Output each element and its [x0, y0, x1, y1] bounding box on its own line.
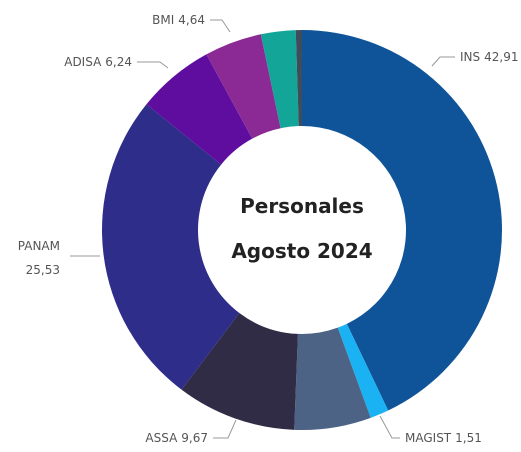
chart-subtitle: Agosto 2024	[231, 239, 372, 263]
donut-segment	[101, 104, 240, 390]
leader-line	[213, 419, 237, 439]
label-category: MAGIST	[405, 431, 452, 445]
donut-segment	[181, 313, 298, 430]
label-value: 42,91	[484, 50, 518, 64]
chart-title: Personales	[240, 194, 364, 218]
data-label: ASSA 9,67	[145, 431, 208, 445]
data-label: MAGIST 1,51	[405, 431, 482, 445]
donut-segment	[295, 30, 302, 127]
label-value: 1,51	[455, 431, 482, 445]
leader-line	[137, 61, 169, 69]
leader-line	[379, 415, 400, 439]
donut-segment	[206, 34, 281, 139]
label-category: BMI	[152, 13, 174, 27]
label-category: ADISA	[64, 55, 102, 69]
donut-segment	[146, 54, 253, 165]
label-value: 4,64	[178, 13, 205, 27]
donut-segment	[302, 30, 503, 411]
label-category: INS	[460, 50, 480, 64]
label-value: 9,67	[181, 431, 208, 445]
leader-line	[431, 56, 455, 67]
label-category: ASSA	[145, 431, 178, 445]
data-label: PANAM 25,53	[18, 239, 60, 277]
data-label: BMI 4,64	[152, 13, 205, 27]
label-category: PANAM	[18, 239, 60, 253]
donut-segment	[260, 30, 299, 129]
leader-line	[210, 19, 231, 33]
label-value: 6,24	[105, 55, 132, 69]
data-label: ADISA 6,24	[64, 55, 132, 69]
data-label: INS 42,91	[460, 50, 519, 64]
donut-segment	[337, 323, 389, 418]
donut-segment	[294, 327, 371, 430]
label-value: 25,53	[26, 263, 60, 277]
